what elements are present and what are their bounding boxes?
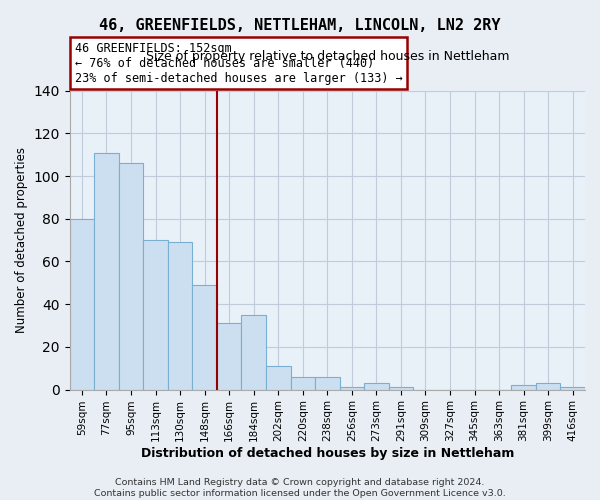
Bar [266, 366, 290, 390]
Text: 46, GREENFIELDS, NETTLEHAM, LINCOLN, LN2 2RY: 46, GREENFIELDS, NETTLEHAM, LINCOLN, LN2… [99, 18, 501, 32]
Bar [94, 152, 119, 390]
Bar [119, 164, 143, 390]
Bar [340, 388, 364, 390]
Bar [536, 383, 560, 390]
Bar [364, 383, 389, 390]
Bar [315, 377, 340, 390]
Text: Contains HM Land Registry data © Crown copyright and database right 2024.
Contai: Contains HM Land Registry data © Crown c… [94, 478, 506, 498]
Bar [70, 219, 94, 390]
Title: Size of property relative to detached houses in Nettleham: Size of property relative to detached ho… [146, 50, 509, 63]
Bar [217, 324, 241, 390]
Y-axis label: Number of detached properties: Number of detached properties [15, 147, 28, 333]
X-axis label: Distribution of detached houses by size in Nettleham: Distribution of detached houses by size … [140, 447, 514, 460]
Bar [241, 315, 266, 390]
Text: 46 GREENFIELDS: 152sqm
← 76% of detached houses are smaller (440)
23% of semi-de: 46 GREENFIELDS: 152sqm ← 76% of detached… [75, 42, 403, 84]
Bar [290, 377, 315, 390]
Bar [168, 242, 193, 390]
Bar [193, 285, 217, 390]
Bar [389, 388, 413, 390]
Bar [560, 388, 585, 390]
Bar [511, 386, 536, 390]
Bar [143, 240, 168, 390]
